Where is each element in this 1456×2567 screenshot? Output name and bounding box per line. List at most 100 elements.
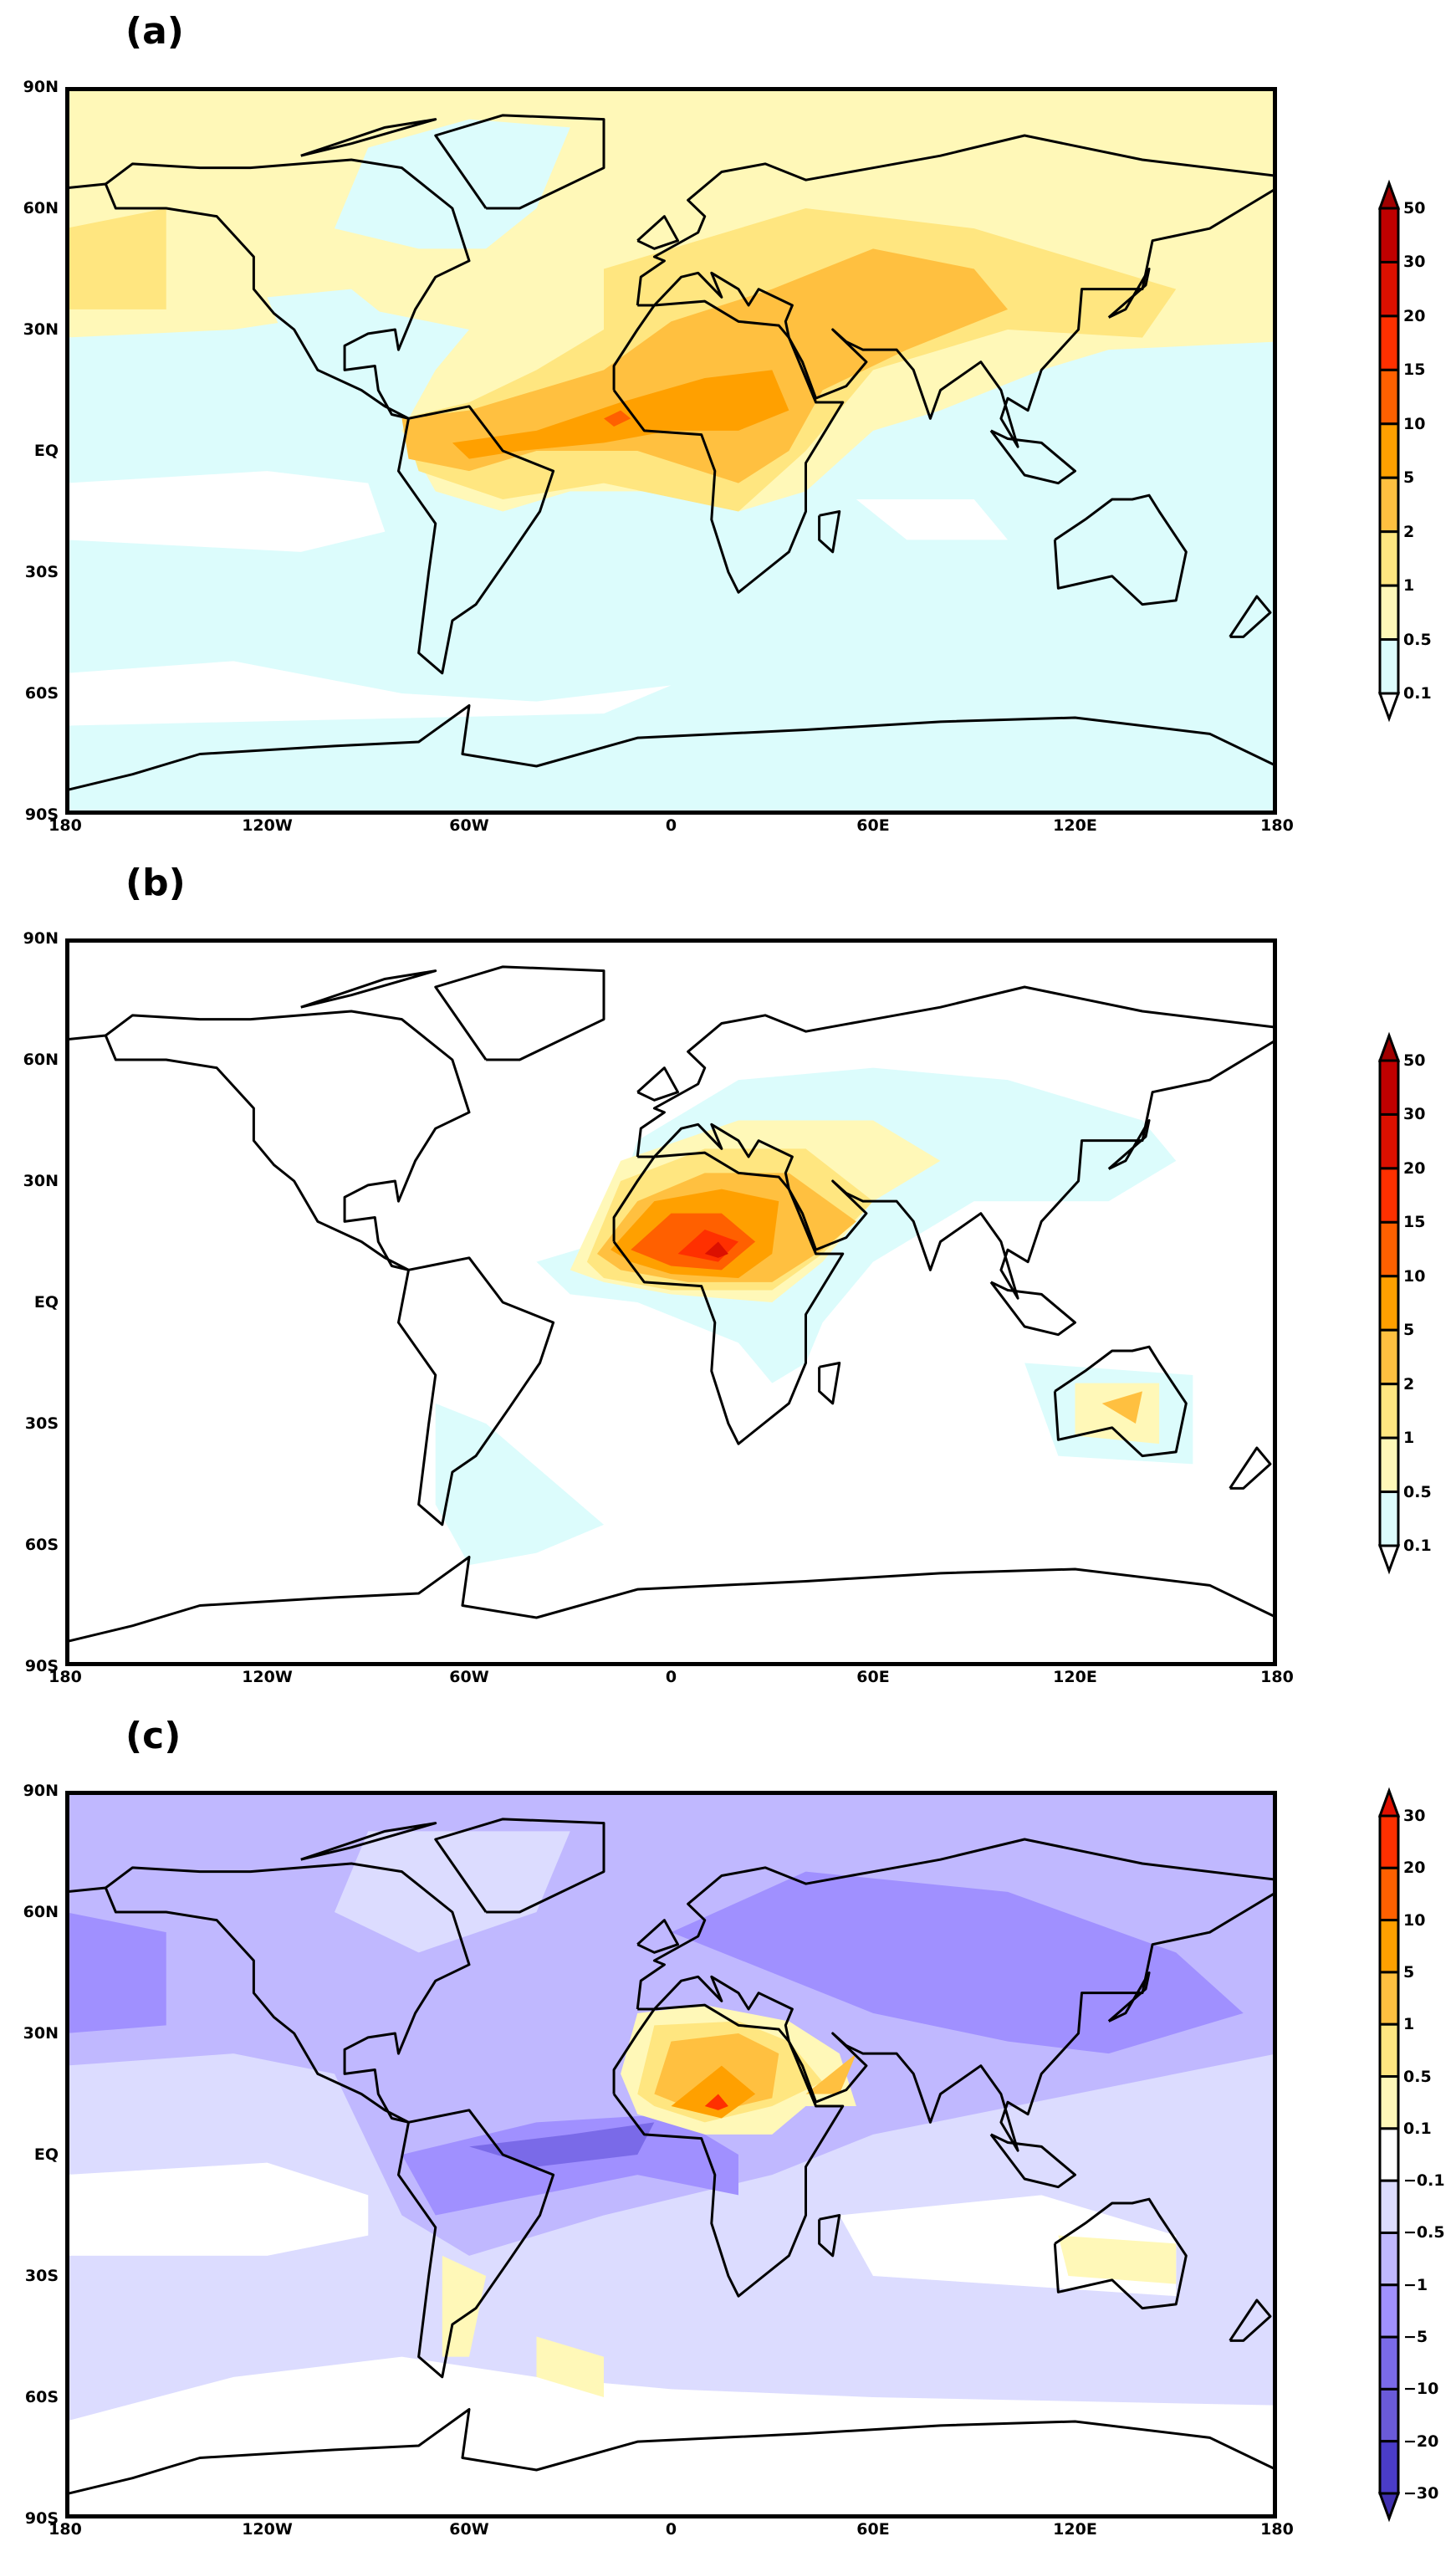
- map-frame-b: [65, 938, 1277, 1666]
- coastline: [398, 1258, 553, 1525]
- colorbar-triangle-top: [1377, 1787, 1401, 1818]
- coastline: [1109, 269, 1149, 318]
- coastline: [65, 2410, 1277, 2495]
- coastline: [398, 2110, 553, 2377]
- colorbar-label: 50: [1403, 1051, 1426, 1070]
- contour-fill: [671, 1871, 1244, 2054]
- coastline: [398, 407, 553, 673]
- colorbar-box: [1378, 476, 1400, 534]
- colorbar-label: −1: [1403, 2275, 1428, 2294]
- colorbar-box: [1378, 260, 1400, 318]
- colorbar-triangle-bottom: [1377, 692, 1401, 723]
- lon-tick-label: 60E: [856, 816, 890, 835]
- colorbar-box: [1378, 2440, 1400, 2495]
- colorbar-label: 5: [1403, 1321, 1415, 1340]
- colorbar-label: 30: [1403, 1807, 1426, 1825]
- coastline: [436, 1819, 604, 1912]
- coastline: [1109, 1121, 1149, 1169]
- colorbar-box: [1378, 2387, 1400, 2443]
- colorbar-box: [1378, 1383, 1400, 1439]
- contour-fill: [704, 2094, 728, 2110]
- colorbar-label: 0.5: [1403, 2067, 1432, 2086]
- panel-label-c: (c): [125, 1715, 181, 1757]
- coastline: [301, 1823, 436, 1860]
- lat-tick-label: 60S: [24, 2388, 59, 2406]
- lat-tick-label: 60N: [23, 1051, 59, 1069]
- lon-tick-label: 0: [665, 1668, 677, 1686]
- colorbar-label: −0.5: [1403, 2223, 1445, 2242]
- contour-fill: [435, 1403, 604, 1566]
- lon-tick-label: 120W: [242, 1668, 293, 1686]
- colorbar-box: [1378, 1112, 1400, 1170]
- lon-tick-label: 180: [49, 1668, 82, 1686]
- colorbar-box: [1378, 1328, 1400, 1386]
- colorbar-label: −10: [1403, 2380, 1439, 2399]
- colorbar-box: [1378, 2022, 1400, 2079]
- contour-fill: [604, 410, 631, 427]
- coastline: [65, 1888, 105, 1892]
- contour-fill: [856, 499, 1008, 540]
- contour-fill: [1101, 1391, 1142, 1424]
- contour-fill: [65, 2356, 1277, 2518]
- coastline: [1230, 596, 1270, 637]
- colorbar-box: [1378, 1866, 1400, 1922]
- contour-fill: [335, 1831, 570, 1953]
- coastline: [105, 160, 469, 418]
- colorbar-label: 2: [1403, 1374, 1415, 1393]
- colorbar-box: [1378, 2075, 1400, 2130]
- colorbar-box: [1378, 1436, 1400, 1494]
- lon-tick-label: 60W: [449, 1668, 489, 1686]
- colorbar-label: −5: [1403, 2328, 1428, 2347]
- lat-tick-label: 60N: [23, 199, 59, 217]
- contour-fill: [65, 661, 672, 726]
- lon-tick-label: 0: [665, 2520, 677, 2539]
- colorbar-triangle-top: [1377, 1031, 1401, 1062]
- colorbar-label: 10: [1403, 414, 1426, 433]
- colorbar-box: [1378, 1167, 1400, 1224]
- lon-tick-label: 120W: [242, 816, 293, 835]
- contour-fill: [401, 248, 1008, 483]
- colorbar-triangle-bottom: [1377, 2492, 1401, 2523]
- lon-tick-label: 120W: [242, 2520, 293, 2539]
- coastline: [105, 1864, 469, 2122]
- map-frame-c: [65, 1791, 1277, 2518]
- contour-fill: [536, 2336, 604, 2397]
- colorbar-box: [1378, 2127, 1400, 2182]
- colorbar-box: [1378, 1491, 1400, 1547]
- colorbar-label: 15: [1403, 361, 1426, 380]
- coastline: [436, 115, 604, 208]
- colorbar-label: 10: [1403, 1266, 1426, 1286]
- coastline: [65, 1557, 1277, 1643]
- contour-fill: [401, 2114, 738, 2216]
- contour-fill: [671, 2065, 756, 2119]
- colorbar-box: [1378, 530, 1400, 587]
- coastline: [820, 1363, 840, 1404]
- coastline: [637, 1068, 677, 1101]
- coastline: [1230, 1448, 1270, 1488]
- map-b: [65, 938, 1277, 1666]
- coastline: [65, 706, 1277, 791]
- colorbar-label: 50: [1403, 199, 1426, 217]
- colorbar-b: [1377, 1031, 1401, 1575]
- coastline: [65, 184, 105, 188]
- contour-fill: [805, 2053, 856, 2094]
- map-frame-a: [65, 87, 1277, 815]
- lat-tick-label: 60S: [24, 684, 59, 703]
- lon-tick-label: 60E: [856, 2520, 890, 2539]
- colorbar-label: 10: [1403, 1910, 1426, 1930]
- colorbar-box: [1378, 422, 1400, 479]
- panel-label-a: (a): [125, 10, 184, 53]
- contour-fill: [469, 2122, 655, 2167]
- contour-fill: [442, 2255, 487, 2357]
- coastline: [637, 136, 1277, 305]
- lon-tick-label: 180: [49, 816, 82, 835]
- lat-tick-label: 90N: [23, 1782, 59, 1800]
- contour-fill: [65, 208, 166, 309]
- colorbar-label: 0.5: [1403, 630, 1432, 649]
- colorbar-label: 5: [1403, 468, 1415, 488]
- lon-tick-label: 120E: [1053, 816, 1097, 835]
- colorbar-box: [1378, 1814, 1400, 1869]
- colorbar-label: 1: [1403, 576, 1415, 596]
- coastline: [614, 2005, 843, 2296]
- colorbar-box: [1378, 638, 1400, 695]
